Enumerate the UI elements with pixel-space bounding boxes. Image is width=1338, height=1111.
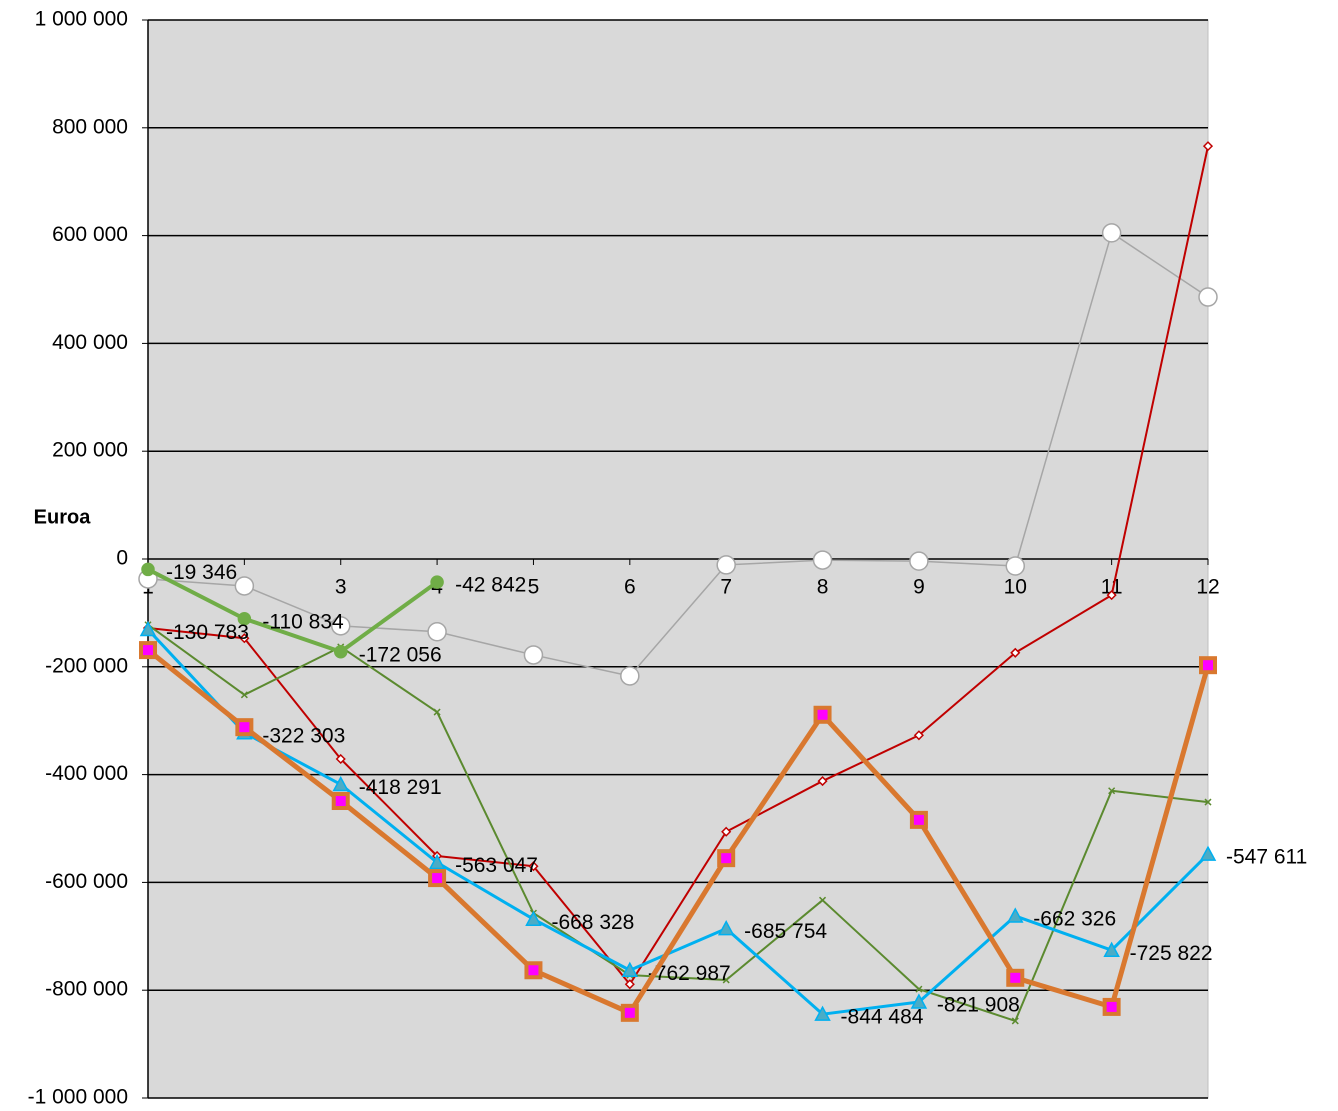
marker bbox=[524, 961, 543, 980]
marker bbox=[1198, 287, 1218, 307]
marker bbox=[1011, 1017, 1019, 1025]
data-label: -725 822 bbox=[1130, 942, 1213, 965]
series-line bbox=[146, 628, 1210, 1016]
marker bbox=[721, 826, 732, 837]
data-label: -685 754 bbox=[744, 920, 827, 943]
data-label: -844 484 bbox=[841, 1006, 924, 1029]
x-tick-label: 7 bbox=[720, 576, 732, 599]
y-tick-label: 800 000 bbox=[52, 115, 128, 138]
y-tick-label: 0 bbox=[116, 547, 128, 570]
y-tick-label: 1 000 000 bbox=[35, 8, 128, 31]
marker bbox=[335, 753, 346, 765]
marker bbox=[1204, 798, 1212, 806]
marker bbox=[814, 1005, 831, 1021]
marker bbox=[819, 896, 827, 904]
marker bbox=[1202, 141, 1214, 152]
marker bbox=[139, 620, 157, 637]
series-line bbox=[147, 567, 439, 654]
data-label: -762 987 bbox=[648, 962, 731, 985]
y-tick-label: 600 000 bbox=[52, 223, 128, 246]
marker bbox=[525, 910, 542, 926]
marker bbox=[139, 641, 157, 660]
marker bbox=[141, 562, 155, 577]
marker bbox=[331, 792, 350, 811]
data-label: -821 908 bbox=[937, 994, 1020, 1017]
marker bbox=[717, 849, 736, 868]
y-tick-label: -400 000 bbox=[45, 762, 128, 785]
marker bbox=[427, 622, 447, 642]
x-tick-label: 12 bbox=[1196, 576, 1219, 599]
marker bbox=[621, 961, 639, 977]
marker bbox=[1005, 556, 1026, 576]
x-tick-label: 6 bbox=[624, 576, 636, 599]
y-tick-label: -1 000 000 bbox=[28, 1086, 128, 1109]
marker bbox=[1010, 647, 1021, 658]
y-tick-label: -600 000 bbox=[45, 870, 128, 893]
marker bbox=[528, 861, 539, 872]
x-tick-label: 8 bbox=[817, 576, 829, 599]
marker bbox=[915, 985, 923, 993]
marker bbox=[1199, 656, 1217, 675]
marker bbox=[1102, 997, 1121, 1016]
marker bbox=[1006, 968, 1025, 987]
marker bbox=[620, 666, 640, 686]
marker bbox=[910, 993, 928, 1009]
x-tick-label: 9 bbox=[913, 576, 925, 599]
y-tick-label: 200 000 bbox=[52, 439, 128, 462]
y-axis-label: Euroa bbox=[34, 506, 92, 528]
marker bbox=[428, 869, 447, 888]
data-label: -19 346 bbox=[166, 561, 237, 584]
data-label: -662 326 bbox=[1033, 908, 1116, 931]
marker bbox=[428, 853, 446, 870]
data-label: -130 783 bbox=[166, 621, 249, 644]
marker bbox=[1106, 590, 1117, 601]
marker bbox=[812, 550, 833, 570]
data-label: -668 328 bbox=[551, 911, 634, 934]
series-line bbox=[147, 145, 1209, 986]
marker bbox=[433, 708, 441, 716]
marker bbox=[1007, 907, 1024, 923]
marker bbox=[332, 775, 349, 792]
marker bbox=[624, 979, 635, 990]
marker bbox=[333, 644, 348, 659]
marker bbox=[722, 976, 730, 984]
data-label: -110 834 bbox=[262, 610, 344, 633]
data-label: -322 303 bbox=[262, 724, 345, 747]
marker bbox=[330, 616, 351, 636]
marker bbox=[1199, 845, 1217, 861]
marker bbox=[717, 920, 735, 936]
marker bbox=[1101, 223, 1122, 243]
marker bbox=[234, 576, 255, 596]
data-label: -418 291 bbox=[359, 776, 442, 799]
data-label: -547 611 bbox=[1226, 846, 1307, 869]
marker bbox=[240, 691, 248, 699]
marker bbox=[716, 555, 736, 575]
marker bbox=[909, 551, 929, 571]
marker bbox=[1103, 941, 1120, 957]
marker bbox=[239, 633, 250, 644]
marker bbox=[909, 810, 928, 829]
data-label: -563 047 bbox=[455, 854, 538, 877]
marker bbox=[237, 611, 252, 626]
x-tick-label: 10 bbox=[1004, 576, 1027, 599]
x-tick-label: 11 bbox=[1101, 576, 1123, 599]
data-label: -172 056 bbox=[359, 643, 442, 666]
y-tick-label: -800 000 bbox=[45, 978, 128, 1001]
marker bbox=[813, 705, 832, 724]
marker bbox=[1108, 787, 1116, 795]
series-line bbox=[146, 648, 1211, 1016]
series-line bbox=[147, 232, 1209, 677]
marker bbox=[430, 575, 444, 589]
x-tick-label: 5 bbox=[528, 576, 540, 599]
y-tick-label: 400 000 bbox=[52, 331, 128, 354]
marker bbox=[235, 718, 254, 737]
marker bbox=[817, 776, 828, 787]
marker bbox=[913, 730, 924, 741]
marker bbox=[620, 1003, 639, 1022]
data-label: -42 842 bbox=[455, 574, 526, 597]
marker bbox=[523, 645, 544, 665]
x-tick-label: 3 bbox=[335, 576, 347, 599]
y-tick-label: -200 000 bbox=[45, 654, 128, 677]
